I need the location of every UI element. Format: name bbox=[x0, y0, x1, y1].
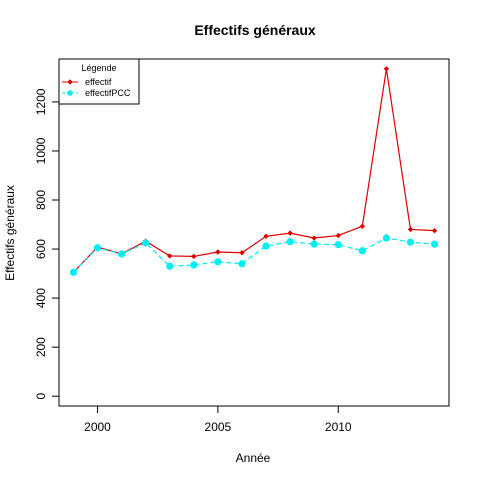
data-point-effectif bbox=[335, 232, 341, 239]
data-point-effectifpcc bbox=[406, 238, 415, 246]
data-point-effectifpcc bbox=[334, 241, 342, 249]
data-point-effectifpcc bbox=[142, 239, 150, 247]
legend-marker-effectif bbox=[67, 79, 73, 85]
legend-title: Légende bbox=[81, 63, 116, 73]
data-point-effectifpcc bbox=[382, 234, 391, 242]
data-point-effectif bbox=[407, 226, 414, 233]
chart-title: Effectifs généraux bbox=[194, 22, 316, 38]
data-point-effectifpcc bbox=[190, 261, 198, 269]
data-point-effectif bbox=[311, 235, 317, 241]
data-point-effectif bbox=[287, 230, 293, 236]
y-tick-label: 600 bbox=[34, 239, 48, 259]
legend-label-effectifpcc: effectifPCC bbox=[85, 88, 131, 98]
data-point-effectifpcc bbox=[238, 260, 246, 268]
data-point-effectif bbox=[239, 250, 245, 256]
y-tick-label: 800 bbox=[34, 190, 48, 210]
legend: Légende effectif effectifPCC bbox=[58, 58, 140, 105]
data-point-effectifpcc bbox=[214, 258, 222, 266]
data-point-effectifpcc bbox=[262, 242, 270, 250]
data-point-effectif bbox=[431, 227, 438, 234]
y-tick-label: 0 bbox=[34, 393, 48, 400]
series-line-effectif bbox=[73, 68, 435, 273]
y-tick-label: 200 bbox=[34, 337, 48, 357]
y-axis-title: Effectifs généraux bbox=[3, 185, 17, 281]
legend-label-effectif: effectif bbox=[85, 77, 112, 87]
data-point-effectif bbox=[359, 223, 366, 229]
data-point-effectifpcc bbox=[310, 240, 318, 248]
x-tick-label: 2000 bbox=[84, 420, 111, 434]
data-point-effectif bbox=[383, 66, 390, 72]
legend-marker-effectifpcc bbox=[67, 90, 73, 96]
y-tick-label: 400 bbox=[34, 288, 48, 308]
y-tick-label: 1200 bbox=[34, 88, 48, 115]
data-point-effectifpcc bbox=[430, 240, 439, 248]
data-point-effectif bbox=[191, 253, 197, 260]
y-tick-label: 1000 bbox=[34, 137, 48, 164]
x-tick-label: 2010 bbox=[325, 420, 352, 434]
data-point-effectifpcc bbox=[358, 247, 366, 255]
data-point-effectifpcc bbox=[69, 268, 78, 276]
series-line-effectifpcc bbox=[73, 237, 435, 273]
x-axis-title: Année bbox=[236, 451, 271, 465]
data-point-effectifpcc bbox=[117, 250, 126, 258]
data-point-effectif bbox=[215, 249, 221, 255]
data-point-effectif bbox=[167, 253, 173, 259]
axes: 2000 2005 2010 0 200 400 600 800 1000 1200 bbox=[34, 88, 352, 434]
data-point-effectifpcc bbox=[286, 238, 294, 246]
series-layer bbox=[69, 66, 439, 276]
data-point-effectif bbox=[263, 233, 269, 240]
series-effectifpcc bbox=[69, 234, 439, 276]
data-point-effectifpcc bbox=[93, 244, 102, 252]
data-point-effectifpcc bbox=[166, 262, 174, 270]
x-tick-label: 2005 bbox=[205, 420, 232, 434]
series-effectif bbox=[70, 66, 438, 276]
